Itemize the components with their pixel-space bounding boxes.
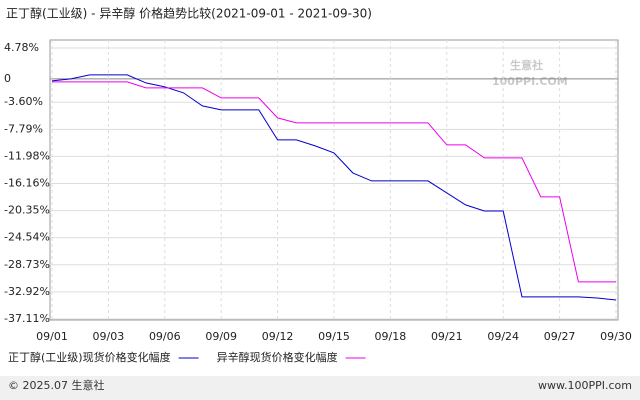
watermark-site: 100PPI.COM — [492, 75, 568, 88]
x-tick-label: 09/30 — [600, 330, 632, 343]
x-tick-label: 09/27 — [544, 330, 576, 343]
legend-label: 异辛醇现货价格变化幅度 — [217, 350, 338, 364]
x-tick-label: 09/06 — [149, 330, 181, 343]
watermark-name: 生意社 — [510, 58, 543, 72]
y-tick-label: -7.79% — [4, 122, 43, 135]
x-tick-label: 09/12 — [262, 330, 294, 343]
x-tick-label: 09/01 — [36, 330, 68, 343]
chart-title: 正丁醇(工业级) - 异辛醇 价格趋势比较(2021-09-01 - 2021-… — [6, 6, 372, 21]
y-tick-label: -16.16% — [4, 176, 50, 189]
y-tick-label: -37.11% — [4, 312, 50, 325]
y-tick-label: -32.92% — [4, 285, 50, 298]
y-tick-label: -20.35% — [4, 204, 50, 217]
x-tick-label: 09/15 — [318, 330, 350, 343]
series-line — [51, 74, 617, 301]
footer-right: www.100PPI.com — [538, 379, 632, 392]
y-tick-label: 4.78% — [4, 41, 39, 54]
x-tick-label: 09/18 — [375, 330, 407, 343]
y-tick-label: -11.98% — [4, 149, 50, 162]
footer-left: © 2025.07 生意社 — [8, 378, 104, 392]
series-line — [52, 81, 616, 283]
y-tick-label: -3.60% — [4, 95, 43, 108]
x-tick-label: 09/24 — [487, 330, 519, 343]
footer-bar — [0, 376, 640, 400]
y-tick-label: -28.73% — [4, 258, 50, 271]
x-tick-label: 09/09 — [205, 330, 237, 343]
legend-label: 正丁醇(工业级)现货价格变化幅度 — [8, 350, 171, 364]
y-tick-label: 0 — [4, 72, 11, 85]
y-tick-label: -24.54% — [4, 231, 50, 244]
x-tick-label: 09/21 — [431, 330, 463, 343]
x-tick-label: 09/03 — [93, 330, 125, 343]
